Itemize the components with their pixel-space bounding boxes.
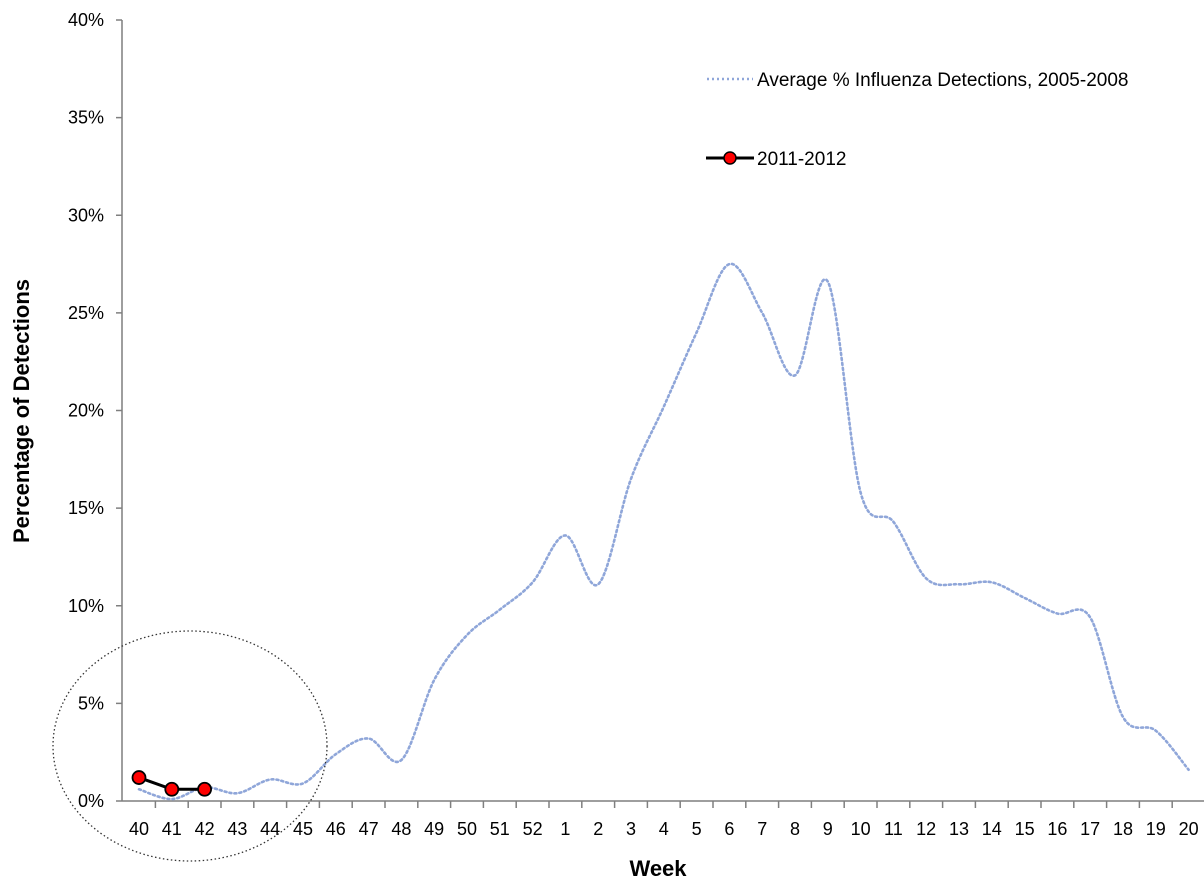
x-tick-label: 46 — [326, 819, 346, 839]
data-point-2011-2012 — [197, 781, 213, 797]
y-tick-label: 10% — [68, 596, 104, 616]
data-point-2011-2012 — [164, 781, 180, 797]
x-tick-label: 12 — [916, 819, 936, 839]
x-tick-label: 49 — [424, 819, 444, 839]
x-tick-label: 14 — [982, 819, 1002, 839]
y-axis-title: Percentage of Detections — [9, 279, 34, 543]
highlight-circle — [52, 630, 328, 862]
x-tick-label: 50 — [457, 819, 477, 839]
legend-marker-2011-2012 — [723, 151, 737, 165]
x-tick-label: 17 — [1080, 819, 1100, 839]
data-point-2011-2012 — [131, 770, 147, 785]
x-tick-label: 41 — [162, 819, 182, 839]
x-tick-label: 19 — [1146, 819, 1166, 839]
x-tick-label: 40 — [129, 819, 149, 839]
x-tick-label: 5 — [692, 819, 702, 839]
y-tick-group: 0% 5% 10% 15% 20% 25% 30% 35% 40% — [68, 10, 122, 811]
x-tick-label: 42 — [195, 819, 215, 839]
y-tick-label: 15% — [68, 498, 104, 518]
y-tick-label: 30% — [68, 205, 104, 225]
series-layer — [131, 262, 1190, 801]
x-axis-title: Week — [629, 856, 687, 881]
x-tick-label: 47 — [359, 819, 379, 839]
x-tick-label: 10 — [851, 819, 871, 839]
x-tick-group: 40 41 42 43 44 45 46 47 48 49 50 51 52 1 2 3 4 5 6 7 8 9 10 11 1… — [129, 801, 1199, 839]
legend-label-average: Average % Influenza Detections, 2005-200… — [757, 70, 1128, 91]
x-tick-label: 18 — [1113, 819, 1133, 839]
y-tick-label: 40% — [68, 10, 104, 30]
x-tick-label: 6 — [724, 819, 734, 839]
x-tick-label: 15 — [1015, 819, 1035, 839]
x-tick-label: 45 — [293, 819, 313, 839]
x-tick-label: 11 — [884, 819, 903, 839]
x-tick-label: 13 — [949, 819, 969, 839]
x-tick-label: 52 — [523, 819, 543, 839]
y-tick-label: 35% — [68, 108, 104, 128]
y-tick-label: 0% — [78, 791, 104, 811]
y-tick-label: 5% — [78, 693, 104, 713]
x-tick-label: 43 — [227, 819, 247, 839]
x-tick-label: 7 — [757, 819, 767, 839]
plot-area: 0%5%10%15%20%25%30%35%40% 40 41 42 43 44 45 46… — [52, 10, 1204, 862]
legend-label-2011-2012: 2011-2012 — [757, 149, 846, 170]
y-tick-label: 20% — [68, 401, 104, 421]
x-tick-label: 8 — [790, 819, 800, 839]
x-tick-label: 3 — [626, 819, 636, 839]
x-tick-label: 20 — [1179, 819, 1199, 839]
x-tick-label: 44 — [260, 819, 280, 839]
x-tick-label: 16 — [1047, 819, 1067, 839]
x-tick-label: 1 — [560, 819, 570, 839]
x-tick-label: 51 — [490, 819, 510, 839]
x-tick-label: 4 — [659, 819, 669, 839]
x-tick-label: 48 — [391, 819, 411, 839]
legend: Average % Influenza Detections, 2005-200… — [706, 70, 1128, 170]
x-tick-label: 9 — [823, 819, 833, 839]
x-tick-label: 2 — [593, 819, 603, 839]
y-tick-label: 25% — [68, 303, 104, 323]
series-line-average — [137, 262, 1190, 801]
